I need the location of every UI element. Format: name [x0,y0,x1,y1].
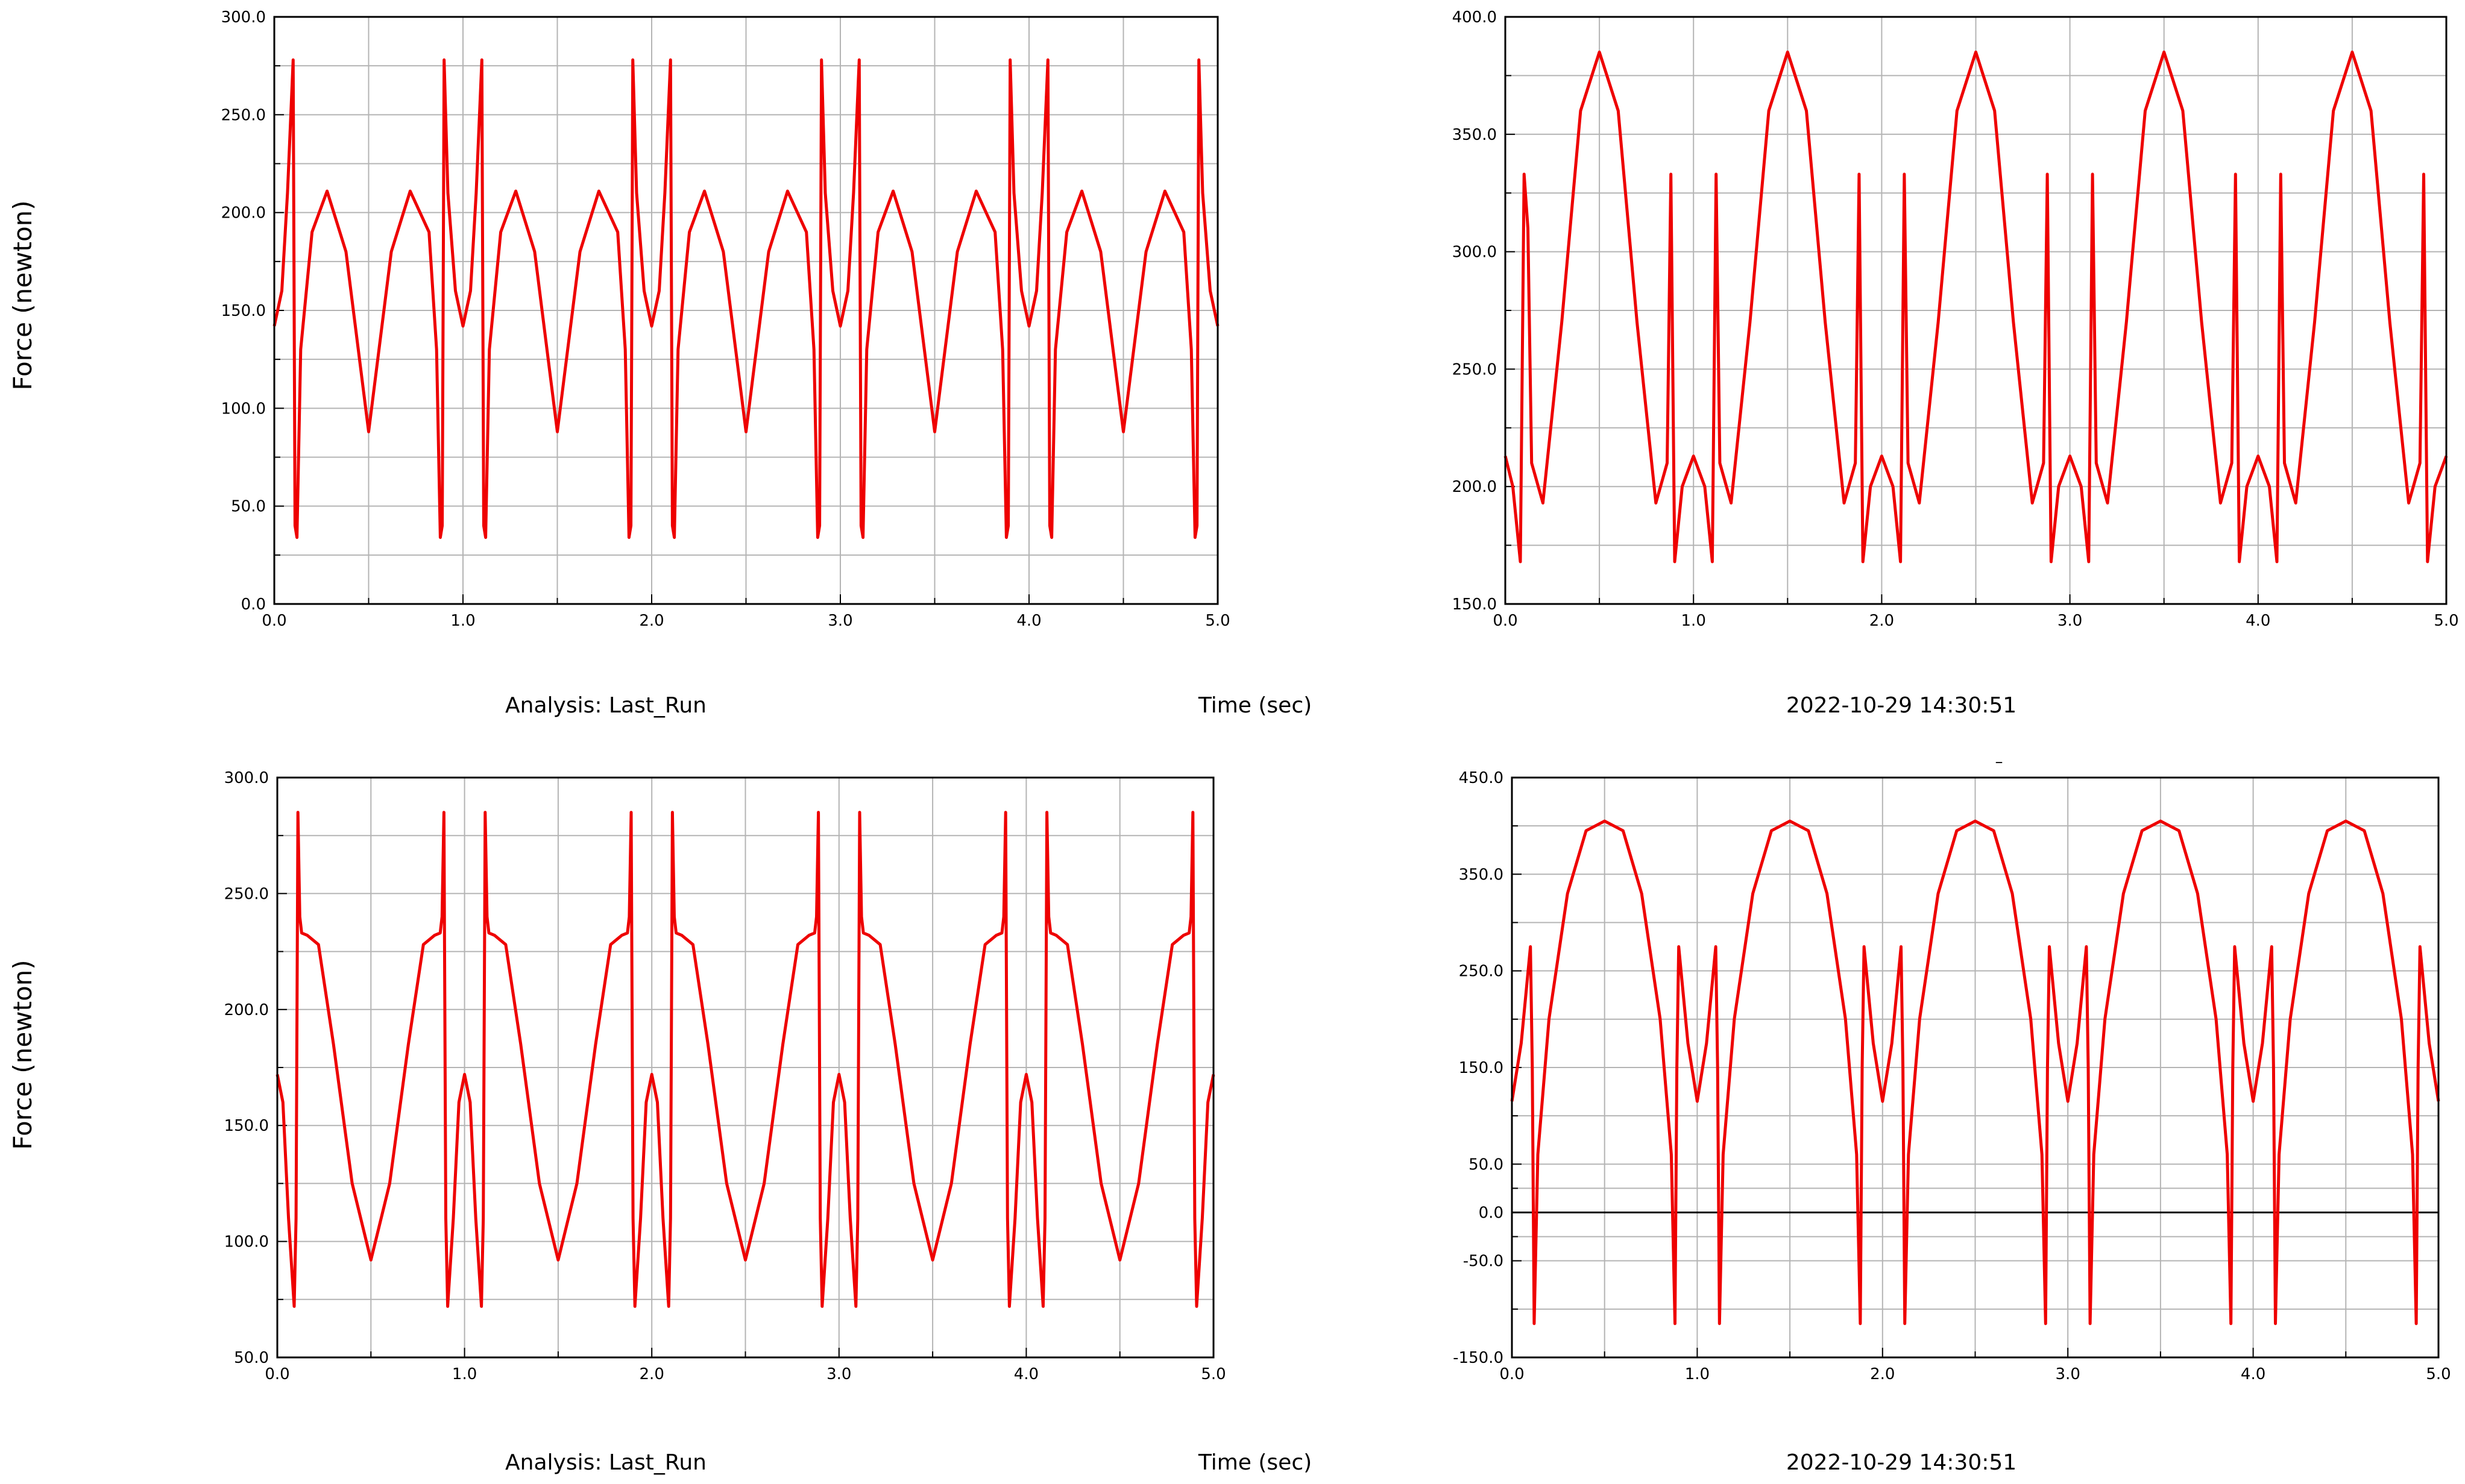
x-tick-label: 5.0 [2426,1365,2451,1383]
x-tick-label: 4.0 [2246,612,2270,630]
y-tick-label: 300.0 [221,8,266,27]
series-line [1510,819,2440,1325]
chart-top-left: 0.0 1.0 2.0 3.0 4.0 5.0 0.0 50.0 100.0 150.0 200.0… [221,8,1230,630]
y-tick-label: -50.0 [1463,1253,1503,1271]
series-line [272,58,1220,539]
plot-frame [273,16,1219,605]
y-tick-label: 300.0 [224,769,269,787]
y-axis-title-bottom: Force (newton) [8,960,37,1149]
y-tick-label: 350.0 [1452,126,1497,144]
y-tick-label: 150.0 [221,302,266,320]
y-tick-label: 50.0 [234,1349,269,1367]
x-tick-label: 3.0 [2057,612,2082,630]
time-axis-label-top: Time (sec) [1198,693,1312,718]
small-marker: – [1995,753,2003,771]
x-tick-label: 4.0 [1016,612,1041,630]
y-tick-label: 250.0 [221,106,266,124]
y-tick-label: 250.0 [1452,360,1497,379]
chart-bottom-left: 0.0 1.0 2.0 3.0 4.0 5.0 50.0 100.0 150.0 200.0 250… [224,769,1226,1383]
x-tick-label: 3.0 [826,1365,851,1383]
y-tick-label: 150.0 [224,1117,269,1135]
y-tick-label: 150.0 [1452,596,1497,614]
time-axis-label-bottom: Time (sec) [1198,1450,1312,1475]
x-tick-label: 0.0 [262,612,286,630]
timestamp-top: 2022-10-29 14:30:51 [1786,693,2016,718]
x-tick-label: 1.0 [1685,1365,1710,1383]
x-tick-label: 4.0 [2241,1365,2265,1383]
y-tick-label: 350.0 [1459,866,1503,884]
x-tick-label: 4.0 [1014,1365,1039,1383]
timestamp-bottom: 2022-10-29 14:30:51 [1786,1450,2016,1475]
x-tick-label: 0.0 [1499,1365,1524,1383]
y-tick-label: 100.0 [224,1233,269,1251]
y-tick-label: 50.0 [231,498,266,516]
y-tick-label: 50.0 [1469,1155,1503,1174]
y-tick-label: 250.0 [1459,963,1503,981]
y-tick-label: 200.0 [1452,478,1497,496]
analysis-label-bottom: Analysis: Last_Run [505,1450,707,1475]
y-tick-label: -150.0 [1453,1349,1503,1367]
x-tick-label: 1.0 [1681,612,1706,630]
y-tick-label: 400.0 [1452,8,1497,27]
x-tick-label: 0.0 [265,1365,289,1383]
x-tick-label: 5.0 [1201,1365,1226,1383]
x-tick-label: 1.0 [450,612,475,630]
plot-frame [276,776,1215,1359]
x-tick-label: 3.0 [828,612,852,630]
chart-bottom-right: 0.0 1.0 2.0 3.0 4.0 5.0 -150.0 -50.0 0.0 50.0 150.… [1453,769,2451,1383]
x-tick-label: 2.0 [1870,1365,1895,1383]
x-tick-label: 3.0 [2056,1365,2080,1383]
plot-frame [1511,776,2440,1359]
y-tick-label: 200.0 [224,1001,269,1019]
y-tick-label: 300.0 [1452,244,1497,262]
y-tick-label: 150.0 [1459,1059,1503,1077]
y-tick-label: 100.0 [221,400,266,418]
series-line [275,811,1215,1308]
x-tick-label: 2.0 [640,1365,664,1383]
y-tick-label: 450.0 [1459,769,1503,787]
y-tick-label: 0.0 [1479,1204,1503,1222]
x-tick-label: 1.0 [452,1365,477,1383]
analysis-label-top: Analysis: Last_Run [505,693,707,718]
y-tick-label: 0.0 [241,596,266,614]
chart-top-right: 0.0 1.0 2.0 3.0 4.0 5.0 150.0 200.0 250.0 300.0 35… [1452,8,2459,630]
y-tick-label: 250.0 [224,885,269,903]
x-tick-label: 2.0 [639,612,664,630]
x-tick-label: 5.0 [1205,612,1230,630]
x-tick-label: 0.0 [1493,612,1517,630]
plot-frame [1504,16,2448,605]
y-axis-title-top: Force (newton) [8,200,37,390]
x-tick-label: 2.0 [1869,612,1894,630]
x-tick-label: 5.0 [2434,612,2458,630]
series-line [1503,50,2448,564]
y-tick-label: 200.0 [221,204,266,222]
